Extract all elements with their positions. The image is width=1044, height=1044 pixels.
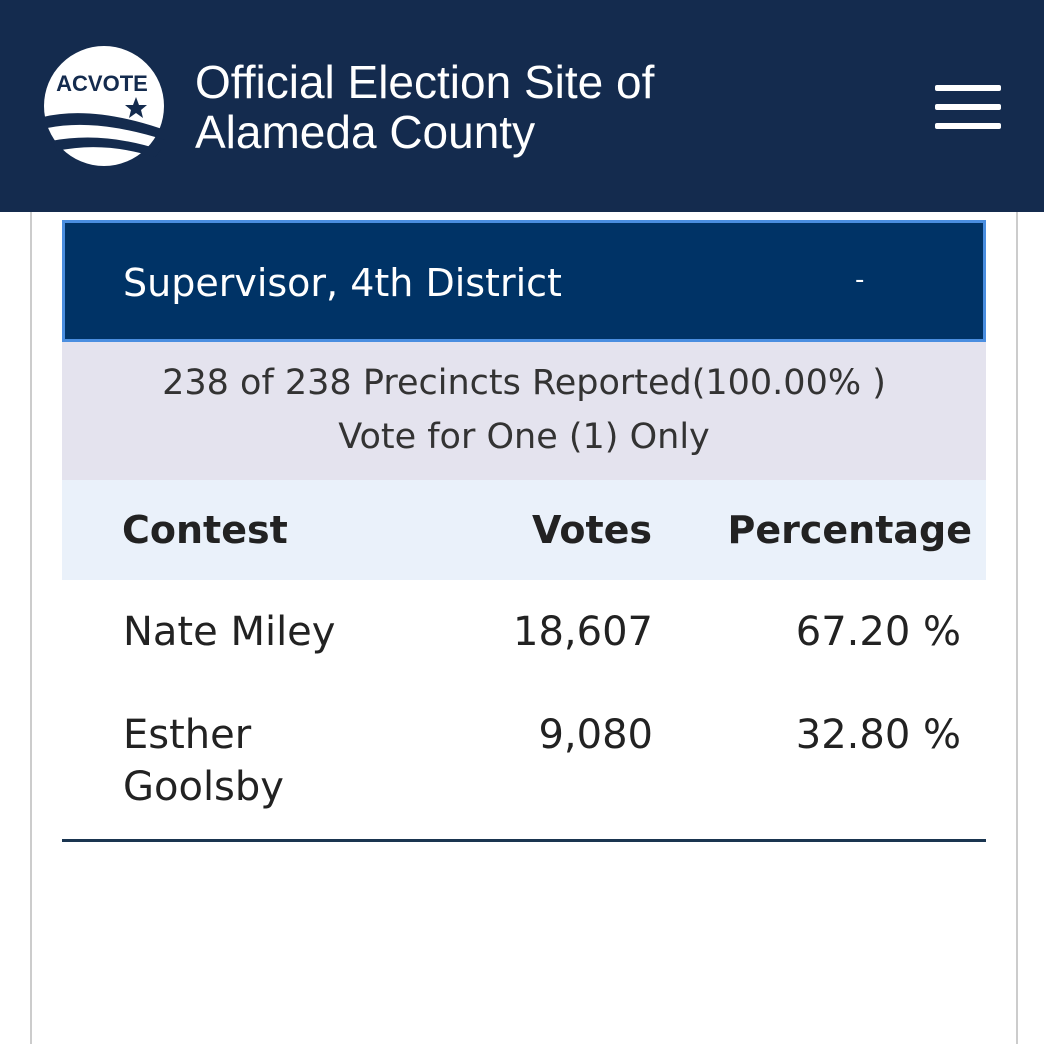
contest-header[interactable]: Supervisor, 4th District - [62, 220, 986, 342]
table-rule [62, 839, 986, 842]
site-title: Alameda County [195, 106, 536, 158]
candidate-name: Esther Goolsby [123, 712, 284, 810]
menu-icon[interactable] [935, 123, 1001, 129]
contest-info: 238 of 238 Precincts Reported(100.00% ) … [62, 342, 986, 480]
panel-border [1016, 212, 1018, 1044]
contest-title: Supervisor, 4th District [123, 261, 562, 305]
menu-icon[interactable] [935, 104, 1001, 110]
panel-border [30, 212, 32, 1044]
site-title: Official Election Site of [195, 56, 655, 108]
site-header: ACVOTE Official Election Site of Alameda… [0, 0, 1044, 212]
vote-count: 18,607 [513, 609, 653, 655]
info-line: Vote for One (1) Only [338, 417, 710, 457]
menu-icon[interactable] [935, 85, 1001, 91]
column-header: Votes [532, 508, 652, 552]
column-header: Contest [122, 508, 288, 552]
contest-status: - [855, 265, 865, 295]
vote-count: 9,080 [538, 712, 653, 758]
candidate-name: Nate Miley [123, 609, 336, 655]
vote-percentage: 67.20 % [795, 609, 961, 655]
logo[interactable]: ACVOTE [43, 45, 165, 167]
table-header: Contest Votes Percentage [62, 480, 986, 580]
column-header: Percentage [727, 508, 973, 552]
logo-text: ACVOTE [56, 71, 148, 96]
vote-percentage: 32.80 % [795, 712, 961, 758]
info-line: 238 of 238 Precincts Reported(100.00% ) [162, 363, 886, 403]
